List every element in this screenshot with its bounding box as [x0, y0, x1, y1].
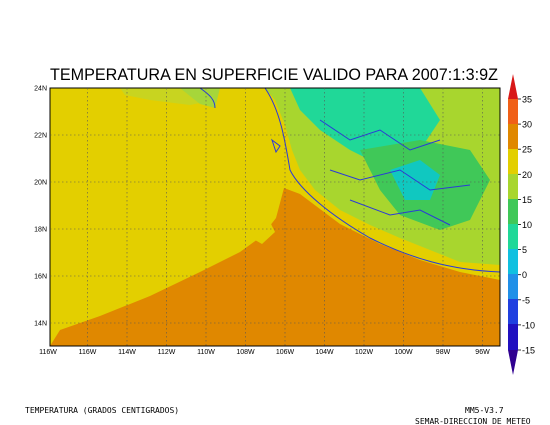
- lat-label: 22N: [34, 133, 47, 140]
- colorbar-label: 15: [522, 195, 532, 205]
- lon-label: 104W: [315, 349, 334, 356]
- colorbar-label: 20: [522, 170, 532, 180]
- lon-label: 102W: [355, 349, 374, 356]
- colorbar-label: 35: [522, 95, 532, 105]
- lat-label: 14N: [34, 321, 47, 328]
- footer-model: MM5-V3.7: [465, 406, 504, 415]
- colorbar-label: -15: [522, 346, 535, 356]
- colorbar-label: 10: [522, 220, 532, 230]
- lon-label: 100W: [394, 349, 413, 356]
- colorbar-label: -10: [522, 320, 535, 330]
- colorbar-label: 30: [522, 120, 532, 130]
- map-frame: [49, 87, 501, 347]
- lon-label: 116W: [79, 349, 97, 356]
- lon-label: 108W: [236, 349, 255, 356]
- lon-label: 114W: [118, 349, 136, 356]
- lon-label: 116W: [39, 349, 57, 356]
- lon-label: 98W: [436, 349, 451, 356]
- lat-label: 16N: [34, 274, 47, 281]
- lon-label: 96W: [475, 349, 490, 356]
- lat-label: 24N: [34, 86, 47, 93]
- lat-label: 18N: [34, 227, 47, 234]
- colorbar-label: -5: [522, 295, 530, 305]
- colorbar-label: 25: [522, 145, 532, 155]
- temperature-field: [50, 88, 500, 346]
- lat-label: 20N: [34, 180, 47, 187]
- map-title: TEMPERATURA EN SUPERFICIE VALIDO PARA 20…: [50, 65, 498, 84]
- lon-label: 106W: [276, 349, 295, 356]
- footer-variable: TEMPERATURA (GRADOS CENTIGRADOS): [25, 406, 179, 415]
- footer-source: SEMAR-DIRECCION DE METEO: [415, 417, 531, 425]
- colorbar: [508, 74, 518, 375]
- lon-label: 110W: [197, 349, 215, 356]
- lon-label: 112W: [158, 349, 176, 356]
- colorbar-label: 5: [522, 245, 527, 255]
- colorbar-label: 0: [522, 270, 527, 280]
